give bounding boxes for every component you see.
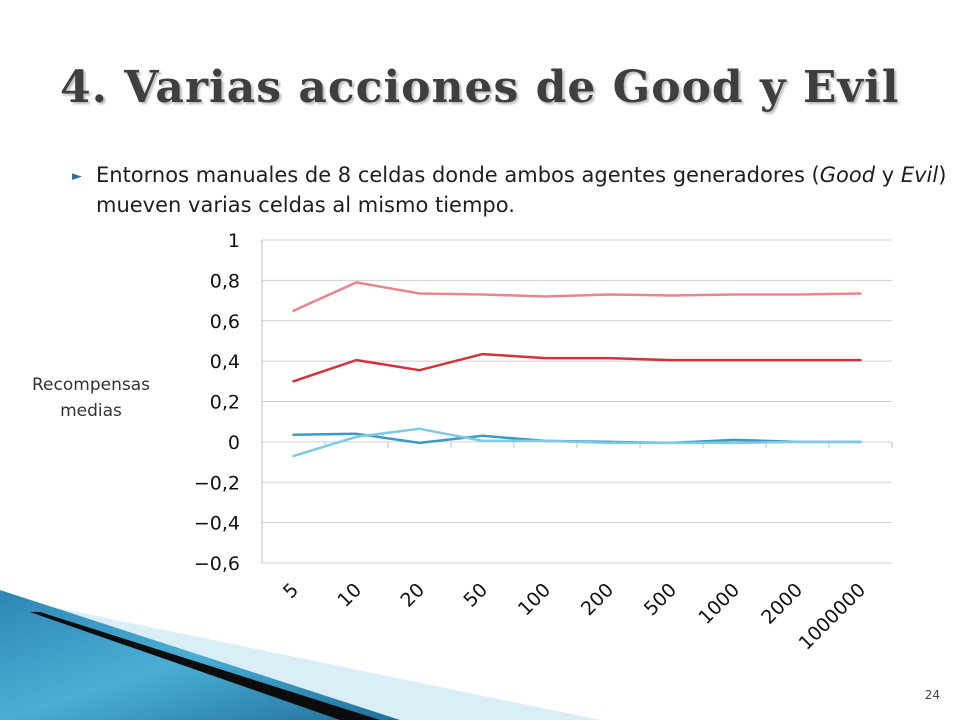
series-line (292, 352, 862, 383)
y-tick-label: −0,6 (194, 553, 240, 575)
chart-y-axis-label: Recompensas medias (6, 372, 176, 424)
y-tick-label: −0,2 (194, 472, 240, 494)
y-tick-label: 0,4 (210, 351, 240, 373)
series-line (292, 281, 862, 312)
x-tick-label: 500 (640, 579, 681, 620)
bullet-text-part: y (875, 163, 901, 187)
y-axis-label-line: medias (60, 401, 122, 421)
slide-number: 24 (924, 688, 940, 702)
good-word: Good (819, 163, 876, 187)
y-tick-label: −0,4 (194, 513, 240, 535)
bullet-text-part: Entornos manuales de 8 celdas donde ambo… (96, 163, 820, 187)
slide-title: 4. Varias acciones de Good y Evil (60, 62, 900, 113)
bullet-text-part: ) mueven varias celdas al mismo tiempo. (96, 163, 947, 217)
x-tick-label: 1000 (694, 579, 744, 629)
y-tick-label: 0 (228, 432, 240, 454)
y-tick-label: 0,6 (210, 311, 240, 333)
y-tick-label: 0,8 (210, 270, 240, 292)
y-tick-label: 1 (228, 230, 240, 252)
triangle-right-icon: ► (72, 169, 82, 184)
series-line (292, 427, 862, 458)
x-tick-label: 1000000 (795, 579, 870, 654)
x-tick-label: 2000 (757, 579, 807, 629)
decor-black-band (30, 612, 380, 720)
decor-blue-band (0, 590, 400, 720)
y-axis-label-line: Recompensas (32, 375, 150, 395)
corner-decoration (0, 590, 600, 720)
evil-word: Evil (900, 163, 939, 187)
bullet-item: ► Entornos manuales de 8 celdas donde am… (72, 160, 952, 220)
bullet-text: Entornos manuales de 8 celdas donde ambo… (96, 160, 952, 220)
y-tick-label: 0,2 (210, 392, 240, 414)
